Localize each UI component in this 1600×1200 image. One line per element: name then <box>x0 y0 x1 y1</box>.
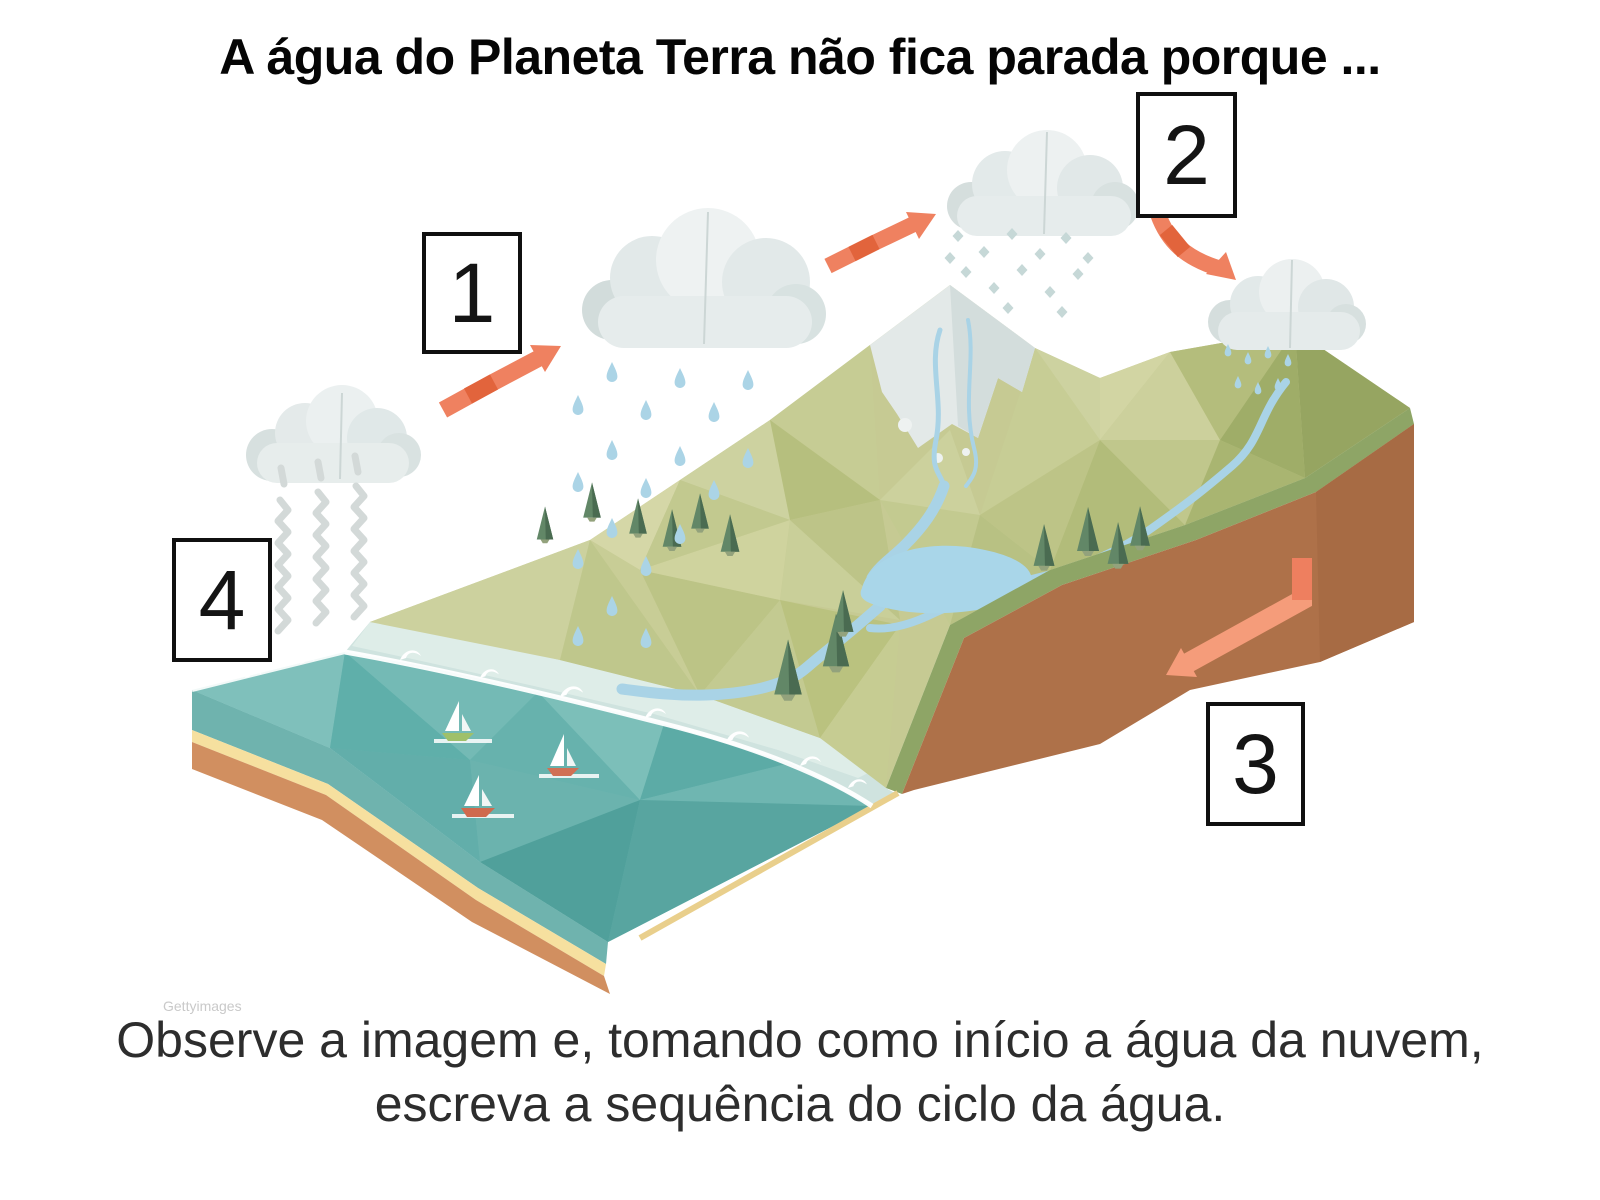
snow-cloud-icon <box>947 130 1139 236</box>
instruction-line-2: escreva a sequência do ciclo da água. <box>374 1076 1226 1132</box>
evaporation-lines <box>278 452 364 631</box>
marker-box-2: 2 <box>1136 92 1237 218</box>
arrow-evaporation-to-cloud-icon <box>438 345 561 418</box>
marker-number-2: 2 <box>1163 108 1210 202</box>
ocean-cross-section <box>192 690 610 994</box>
soil-cross-section <box>638 408 1414 941</box>
sailboats <box>434 701 599 818</box>
instruction-text: Observe a imagem e, tomando como início … <box>0 1008 1600 1136</box>
arrow-precipitation-icon <box>1150 211 1236 280</box>
marker-box-3: 3 <box>1206 702 1305 826</box>
drizzle-cloud-icon <box>1208 259 1366 350</box>
page-title: A água do Planeta Terra não fica parada … <box>219 29 1381 85</box>
evaporation-cloud-icon <box>246 385 421 483</box>
marker-box-4: 4 <box>172 538 272 662</box>
instruction-line-1: Observe a imagem e, tomando como início … <box>116 1012 1484 1068</box>
watermark: Gettyimages <box>163 998 242 1014</box>
rain-cloud-icon <box>582 208 826 348</box>
sand-layer <box>192 730 606 976</box>
marker-number-3: 3 <box>1232 717 1279 811</box>
earth-layer <box>192 742 610 994</box>
ocean <box>192 652 872 942</box>
marker-number-1: 1 <box>448 246 496 340</box>
beach <box>345 622 898 806</box>
sailboat <box>539 734 599 778</box>
marker-number-4: 4 <box>198 553 246 647</box>
marker-box-1: 1 <box>422 232 522 354</box>
lake <box>860 545 1032 614</box>
sailboat <box>434 701 492 743</box>
mountains <box>370 285 1410 788</box>
wave-foam <box>191 649 874 809</box>
groundwater-arrow-icon <box>1166 558 1312 677</box>
sailboat <box>452 775 514 818</box>
arrow-cloud-transport-icon <box>824 212 936 274</box>
